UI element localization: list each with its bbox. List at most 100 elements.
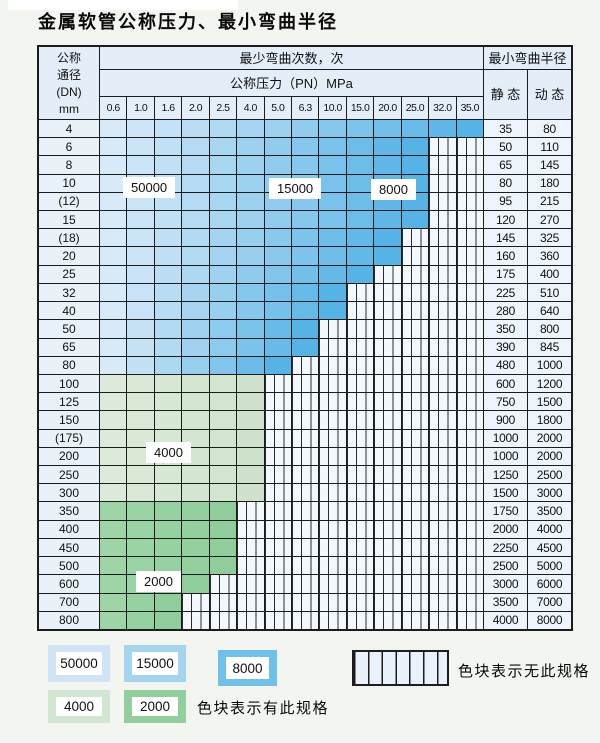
nospec-cell: [401, 484, 429, 502]
dynamic-value-cell: 215: [528, 192, 571, 211]
nospec-cell: [346, 520, 374, 538]
spec-cell: [209, 429, 237, 447]
spec-cell: [154, 156, 182, 174]
nospec-cell: [456, 320, 483, 338]
nospec-cell: [456, 192, 483, 211]
dynamic-value-cell: 4000: [528, 520, 571, 538]
nospec-cell: [346, 484, 374, 502]
nospec-cell: [401, 247, 429, 265]
nospec-cell: [401, 393, 429, 411]
spec-cell: [127, 593, 154, 611]
nospec-cell: [401, 265, 429, 283]
static-value-cell: 2000: [484, 520, 527, 538]
dn-cell: 150: [39, 411, 99, 429]
nospec-cell: [264, 538, 291, 557]
nospec-cell: [401, 502, 429, 520]
spec-cell: [346, 247, 374, 265]
spec-cell: [154, 138, 182, 156]
static-value-cell: 65: [484, 156, 527, 174]
nospec-cell: [346, 593, 374, 611]
nospec-cell: [374, 502, 401, 520]
spec-cell: [100, 338, 127, 356]
nospec-cell: [264, 466, 291, 484]
dynamic-value-cell: 4500: [528, 538, 571, 557]
nospec-cell: [346, 283, 374, 302]
spec-cell: [209, 356, 237, 374]
dynamic-value-cell: 510: [528, 283, 571, 302]
spec-cell: [182, 302, 209, 320]
nospec-cell: [374, 593, 401, 611]
spec-cell: [154, 593, 182, 611]
legend-swatch-8000: 8000: [218, 650, 277, 686]
nospec-cell: [456, 229, 483, 247]
spec-cell: [127, 120, 154, 138]
nospec-cell: [401, 283, 429, 302]
spec-cell: [237, 174, 264, 192]
nospec-cell: [264, 447, 291, 466]
spec-cell: [100, 538, 127, 557]
spec-cell: [127, 229, 154, 247]
spec-cell: [100, 229, 127, 247]
spec-cell: [154, 229, 182, 247]
legend-swatch-value: 2000: [132, 697, 178, 716]
nospec-cell: [319, 393, 346, 411]
nospec-cell: [374, 411, 401, 429]
pressure-tick: 10.0: [319, 97, 346, 119]
nospec-cell: [292, 593, 319, 611]
spec-cell: [209, 374, 237, 393]
spec-cell: [346, 265, 374, 283]
nospec-cell: [319, 538, 346, 557]
spec-cell: [237, 356, 264, 374]
spec-cell: [100, 283, 127, 302]
nospec-cell: [346, 502, 374, 520]
nospec-cell: [456, 302, 483, 320]
spec-cell: [182, 429, 209, 447]
spec-cell: [319, 247, 346, 265]
nospec-cell: [429, 302, 456, 320]
nospec-cell: [401, 320, 429, 338]
spec-cell: [264, 229, 291, 247]
nospec-cell: [346, 538, 374, 557]
spec-cell: [264, 211, 291, 229]
pressure-tick: 35.0: [456, 97, 483, 119]
spec-cell: [100, 265, 127, 283]
nospec-cell: [264, 374, 291, 393]
nospec-cell: [209, 611, 237, 629]
nospec-cell: [346, 575, 374, 593]
spec-cell: [154, 538, 182, 557]
spec-cell: [154, 484, 182, 502]
spec-table: 公称 通径 (DN) mm 最少弯曲次数，次 最小弯曲半径 公称压力（PN）MPa 静 态动 …: [37, 45, 573, 631]
nospec-cell: [401, 611, 429, 629]
dynamic-value-cell: 845: [528, 338, 571, 356]
spec-cell: [319, 229, 346, 247]
legend-swatch-value: 4000: [56, 697, 102, 716]
dn-cell: 80: [39, 356, 99, 374]
dn-cell: 4: [39, 120, 99, 138]
nospec-cell: [319, 611, 346, 629]
nospec-cell: [456, 174, 483, 192]
nospec-cell: [292, 520, 319, 538]
spec-cell: [154, 192, 182, 211]
dn-cell: 600: [39, 575, 99, 593]
spec-cell: [292, 283, 319, 302]
nospec-cell: [429, 538, 456, 557]
spec-cell: [100, 393, 127, 411]
spec-cell: [127, 283, 154, 302]
spec-cell: [154, 557, 182, 575]
nospec-cell: [429, 229, 456, 247]
radius-header: 最小弯曲半径: [484, 47, 571, 69]
spec-cell: [182, 120, 209, 138]
spec-cell: [154, 411, 182, 429]
dn-cell: 15: [39, 211, 99, 229]
dn-cell: 500: [39, 557, 99, 575]
dynamic-value-cell: 270: [528, 211, 571, 229]
spec-cell: [154, 466, 182, 484]
nospec-cell: [319, 593, 346, 611]
nospec-cell: [456, 502, 483, 520]
spec-cell: [346, 138, 374, 156]
nospec-cell: [456, 211, 483, 229]
spec-cell: [127, 320, 154, 338]
static-value-cell: 1750: [484, 502, 527, 520]
spec-cell: [292, 302, 319, 320]
nospec-cell: [401, 557, 429, 575]
